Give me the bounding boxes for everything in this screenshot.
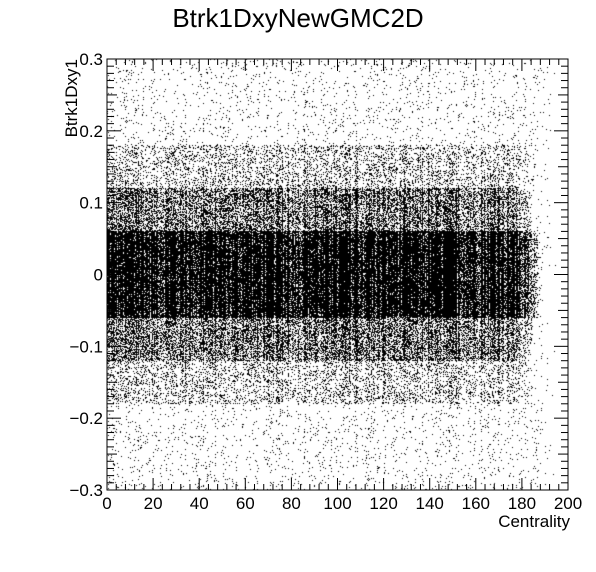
x-tick-label: 0 (102, 494, 111, 513)
y-tick-label: 0 (94, 266, 103, 285)
y-tick-label: 0.3 (79, 50, 103, 69)
x-tick-label: 60 (236, 494, 255, 513)
y-tick-label: 0.2 (79, 122, 103, 141)
y-tick-label: 0.1 (79, 194, 103, 213)
chart-title: Btrk1DxyNewGMC2D (172, 3, 423, 33)
x-tick-label: 80 (282, 494, 301, 513)
x-tick-label: 200 (554, 494, 582, 513)
y-axis: −0.3 −0.2 −0.1 0 0.1 0.2 0.3 (69, 50, 568, 500)
x-tick-label: 180 (508, 494, 536, 513)
x-tick-label: 120 (369, 494, 397, 513)
x-tick-label: 160 (462, 494, 490, 513)
x-tick-label: 100 (323, 494, 351, 513)
y-tick-label: −0.1 (69, 337, 103, 356)
x-tick-label: 140 (416, 494, 444, 513)
x-tick-label: 40 (190, 494, 209, 513)
y-axis-title: Btrk1Dxy1 (62, 59, 81, 137)
x-axis-title: Centrality (498, 512, 570, 531)
x-axis: 0 20 40 60 80 100 120 140 160 180 200 (102, 59, 582, 513)
scatter-density (107, 59, 568, 490)
y-tick-label: −0.2 (69, 409, 103, 428)
x-tick-label: 20 (144, 494, 163, 513)
y-tick-label: −0.3 (69, 481, 103, 500)
